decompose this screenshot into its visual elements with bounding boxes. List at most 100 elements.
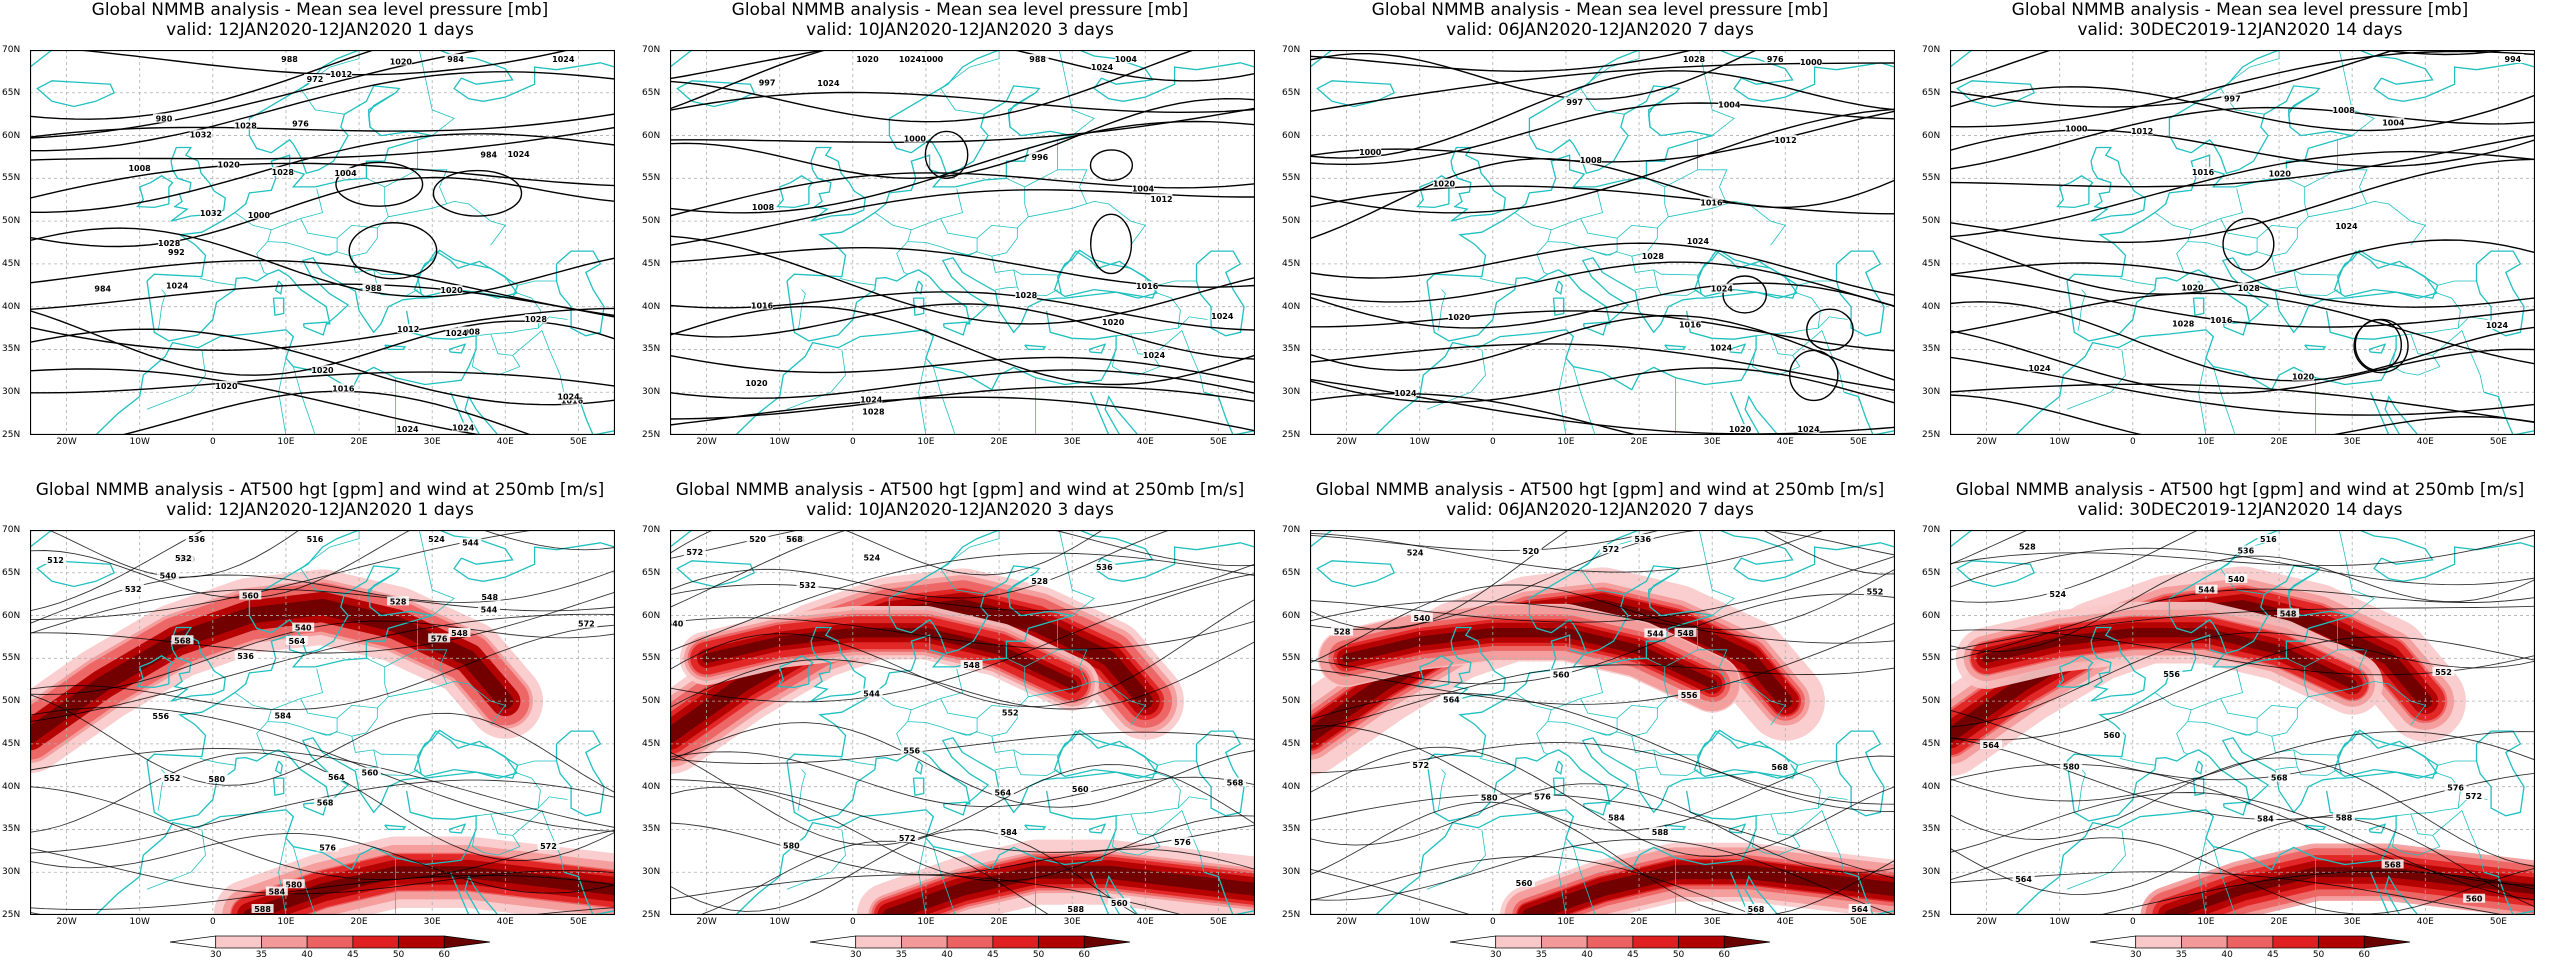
coastline [359, 50, 615, 102]
contour-label: 576 [319, 843, 336, 852]
contour-line [30, 176, 615, 248]
coastline [1089, 871, 1146, 915]
lon-tick-label: 20E [990, 437, 1008, 447]
lat-tick-label: 65N [2, 87, 21, 98]
closed-contour [1090, 213, 1133, 275]
contour-label: 564 [1983, 741, 2000, 750]
lat-tick-label: 60N [642, 130, 661, 141]
contour-label: 572 [1602, 545, 1619, 554]
lon-tick-label: 50E [1209, 437, 1227, 447]
lon-tick-label: 0 [849, 437, 856, 447]
contour-line [119, 390, 533, 435]
country-border [157, 769, 166, 811]
contour-line [670, 599, 1255, 708]
country-border [2308, 200, 2426, 246]
coastline [1956, 80, 2035, 108]
coastline [776, 655, 814, 689]
contour-label: 588 [1067, 905, 1084, 914]
lat-tick-label: 70N [1922, 45, 1941, 55]
contour-label: 516 [307, 535, 324, 544]
map-plot-area: 976 997 1000 1000 1004 1008 1012 1016 1020 1024 10… [1310, 50, 1895, 435]
closed-contour [1089, 149, 1134, 182]
lat-tick-label: 25N [1282, 910, 1301, 920]
contour-label: 552 [164, 774, 181, 783]
colorbar-tick-label: 60 [2358, 950, 2370, 960]
panel-title-main: Global NMMB analysis - Mean sea level pr… [731, 0, 1189, 20]
contour-label: 1032 [190, 131, 212, 140]
country-border [418, 50, 455, 136]
lat-tick-label: 55N [642, 653, 661, 664]
contour-label: 997 [2224, 95, 2241, 104]
country-border [300, 530, 360, 595]
lat-tick-label: 65N [1922, 87, 1941, 98]
lat-tick-label: 40N [2, 301, 21, 312]
contour-line [30, 227, 615, 298]
country-border [1057, 169, 1088, 205]
coastline [1088, 823, 1107, 834]
panel-valid-range: valid: 30DEC2019-12JAN2020 14 days [2077, 20, 2403, 40]
contour-line [670, 829, 1139, 915]
contour-label: 997 [759, 78, 776, 87]
contour-line [1950, 86, 2535, 132]
lat-tick-label: 50N [2, 216, 21, 227]
coastline [670, 310, 1117, 435]
lat-tick-label: 45N [642, 738, 661, 749]
contour-label: 536 [2237, 546, 2254, 555]
contour-line [670, 641, 1255, 710]
contour-label: 1020 [215, 382, 238, 391]
contour-line [1310, 50, 1759, 100]
contour-line [670, 573, 1255, 703]
contour-line [1950, 394, 2535, 435]
lon-tick-label: 20W [1336, 437, 1357, 447]
panel-title-main: Global NMMB analysis - AT500 hgt [gpm] a… [1955, 480, 2525, 500]
contour-label: 568 [2384, 860, 2401, 869]
contour-label: 1024 [552, 55, 575, 64]
coastline [1950, 50, 1973, 68]
contour-label: 1024 [166, 282, 189, 291]
lon-tick-label: 30E [423, 917, 441, 927]
country-border [2308, 680, 2426, 726]
coastline [413, 730, 519, 779]
contour-line [30, 71, 615, 152]
country-border [1817, 316, 1848, 329]
lat-tick-label: 45N [1922, 738, 1941, 749]
contour-label: 564 [2015, 875, 2032, 884]
country-border [1551, 188, 1603, 231]
coastline [1647, 572, 1676, 608]
coastline [1554, 760, 1563, 775]
colorbar-tick-label: 30 [1489, 950, 1502, 960]
lon-tick-label: 10E [1557, 917, 1575, 927]
coastline [1693, 250, 1799, 299]
lat-tick-label: 30N [642, 387, 661, 398]
contour-label: 1028 [1642, 252, 1665, 261]
lon-tick-label: 20E [1630, 917, 1648, 927]
contour-label: 1016 [2210, 316, 2233, 325]
contour-line [47, 530, 301, 578]
coastline [914, 760, 923, 775]
contour-label: 520 [1522, 547, 1539, 556]
contour-label: 584 [274, 712, 291, 721]
country-border [1635, 286, 1658, 290]
coastline [449, 871, 506, 915]
panel-title-main: Global NMMB analysis - AT500 hgt [gpm] a… [675, 480, 1245, 500]
coastline [1450, 146, 1506, 222]
contour-line [670, 305, 1255, 386]
coastline [1007, 572, 1036, 608]
contour-label: 1020 [390, 57, 413, 66]
country-border [932, 846, 956, 915]
country-border [537, 316, 568, 329]
coastline [670, 530, 693, 548]
lon-tick-label: 40E [1136, 437, 1154, 447]
contour-line [30, 624, 615, 711]
contour-label: 1008 [128, 164, 151, 173]
contour-label: 552 [1867, 587, 1884, 596]
country-border [911, 188, 963, 231]
lat-tick-label: 25N [642, 910, 661, 920]
country-border [839, 278, 877, 286]
country-border [1668, 680, 1786, 726]
contour-line [30, 748, 615, 828]
coastline [1835, 730, 1885, 817]
coastline [2369, 391, 2426, 435]
contour-label: 1020 [745, 379, 768, 388]
contour-label: 1020 [440, 286, 463, 295]
